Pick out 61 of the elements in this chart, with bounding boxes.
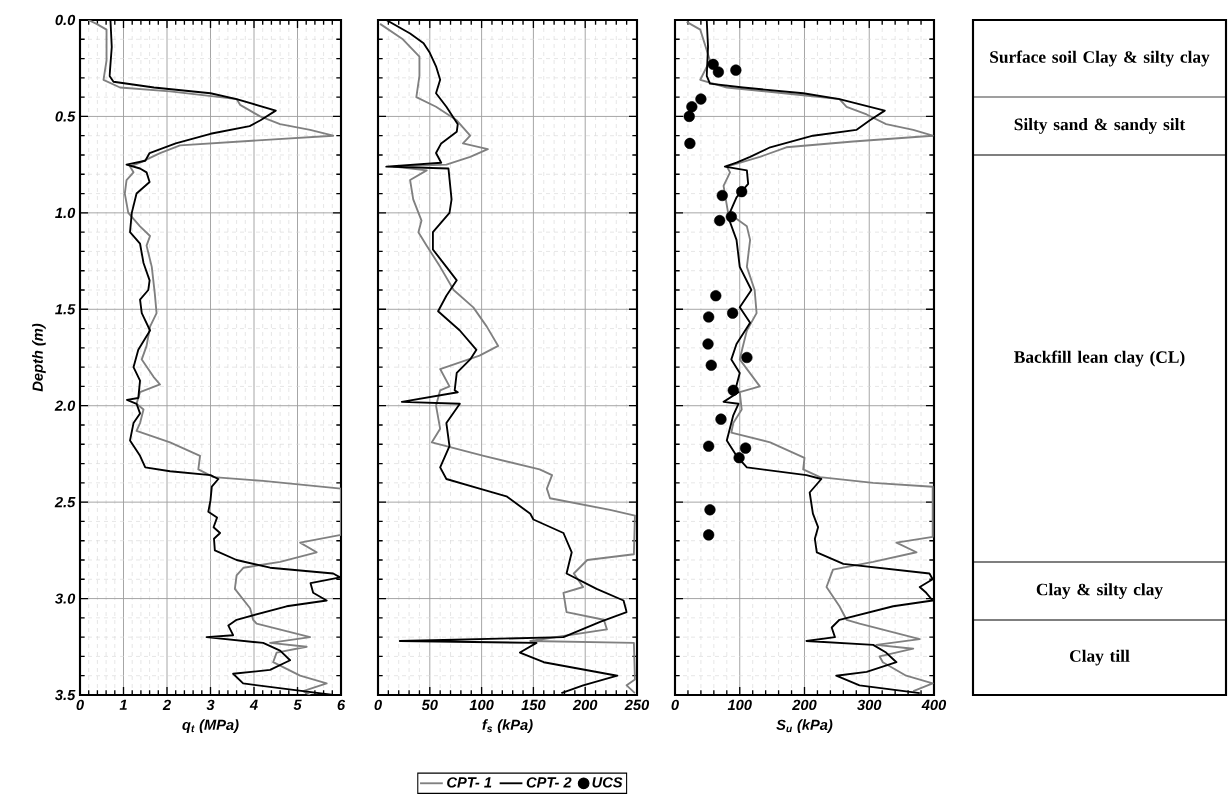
y-tick-label: 2.0 (54, 400, 76, 411)
point (704, 504, 716, 516)
text: Clay till (1070, 649, 1130, 666)
x-tick-label: 50 (421, 699, 438, 711)
text: Backfill lean clay (CL) (1014, 350, 1185, 367)
point (727, 384, 739, 396)
text: Clay & silty clay (1036, 583, 1163, 599)
x-tick-label: 200 (792, 699, 817, 711)
legend-label: CPT- 2 (526, 777, 572, 788)
x-tick-label: 1 (119, 699, 127, 710)
x-tick-label: 2 (162, 699, 171, 710)
point (714, 214, 726, 227)
x-tick-label: 400 (921, 699, 947, 711)
x-axis-title: S$_{u}$ (kPa) (776, 719, 833, 733)
y-tick-label: 3.0 (55, 593, 76, 604)
point (703, 529, 715, 541)
point (716, 189, 728, 202)
point (727, 307, 739, 319)
point (733, 452, 745, 464)
x-tick-label: 200 (572, 699, 598, 711)
point (739, 442, 752, 454)
x-tick-label: 300 (857, 699, 882, 711)
x-tick-label: 250 (624, 699, 650, 711)
point (695, 93, 707, 105)
y-tick-label: 0.0 (55, 14, 76, 26)
point (730, 64, 742, 76)
x-axis-title: q$_{t}$ (MPa) (182, 719, 239, 733)
legend-label: CPT- 1 (447, 777, 492, 788)
x-tick-label: 0 (671, 699, 679, 711)
y-axis-title: Depth (m) (32, 323, 46, 392)
point (725, 211, 737, 223)
point (686, 101, 698, 113)
point (683, 110, 695, 123)
point (703, 440, 715, 452)
y-tick-label: 0.5 (55, 111, 76, 122)
x-tick-label: 0 (76, 699, 84, 711)
point (736, 186, 748, 198)
x-tick-label: 5 (293, 699, 302, 710)
point (702, 338, 714, 350)
point (715, 413, 727, 425)
point (703, 311, 715, 323)
x-tick-label: 4 (249, 699, 258, 710)
x-tick-label: 6 (337, 699, 346, 711)
point (710, 290, 722, 302)
point (741, 351, 753, 364)
point (712, 66, 724, 78)
x-tick-label: 0 (374, 699, 382, 711)
x-tick-label: 100 (727, 699, 752, 711)
y-tick-label: 1.5 (55, 304, 76, 315)
x-axis-title: f$_{s}$ (kPa) (482, 719, 533, 733)
point (684, 137, 696, 150)
text: Surface soil Clay & silty clay (990, 50, 1210, 67)
text: Silty sand & sandy silt (1014, 118, 1186, 134)
y-tick-label: 3.5 (55, 689, 76, 701)
x-tick-label: 3 (206, 699, 215, 711)
legend-label: UCS (592, 777, 623, 788)
y-tick-label: 1.0 (55, 207, 76, 219)
x-tick-label: 150 (521, 699, 546, 711)
point (705, 359, 717, 371)
x-tick-label: 100 (469, 699, 494, 711)
y-tick-label: 2.5 (54, 496, 76, 508)
